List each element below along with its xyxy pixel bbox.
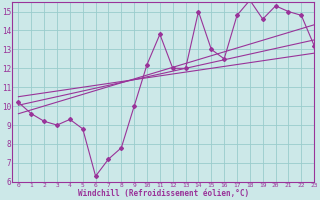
X-axis label: Windchill (Refroidissement éolien,°C): Windchill (Refroidissement éolien,°C) (77, 189, 249, 198)
